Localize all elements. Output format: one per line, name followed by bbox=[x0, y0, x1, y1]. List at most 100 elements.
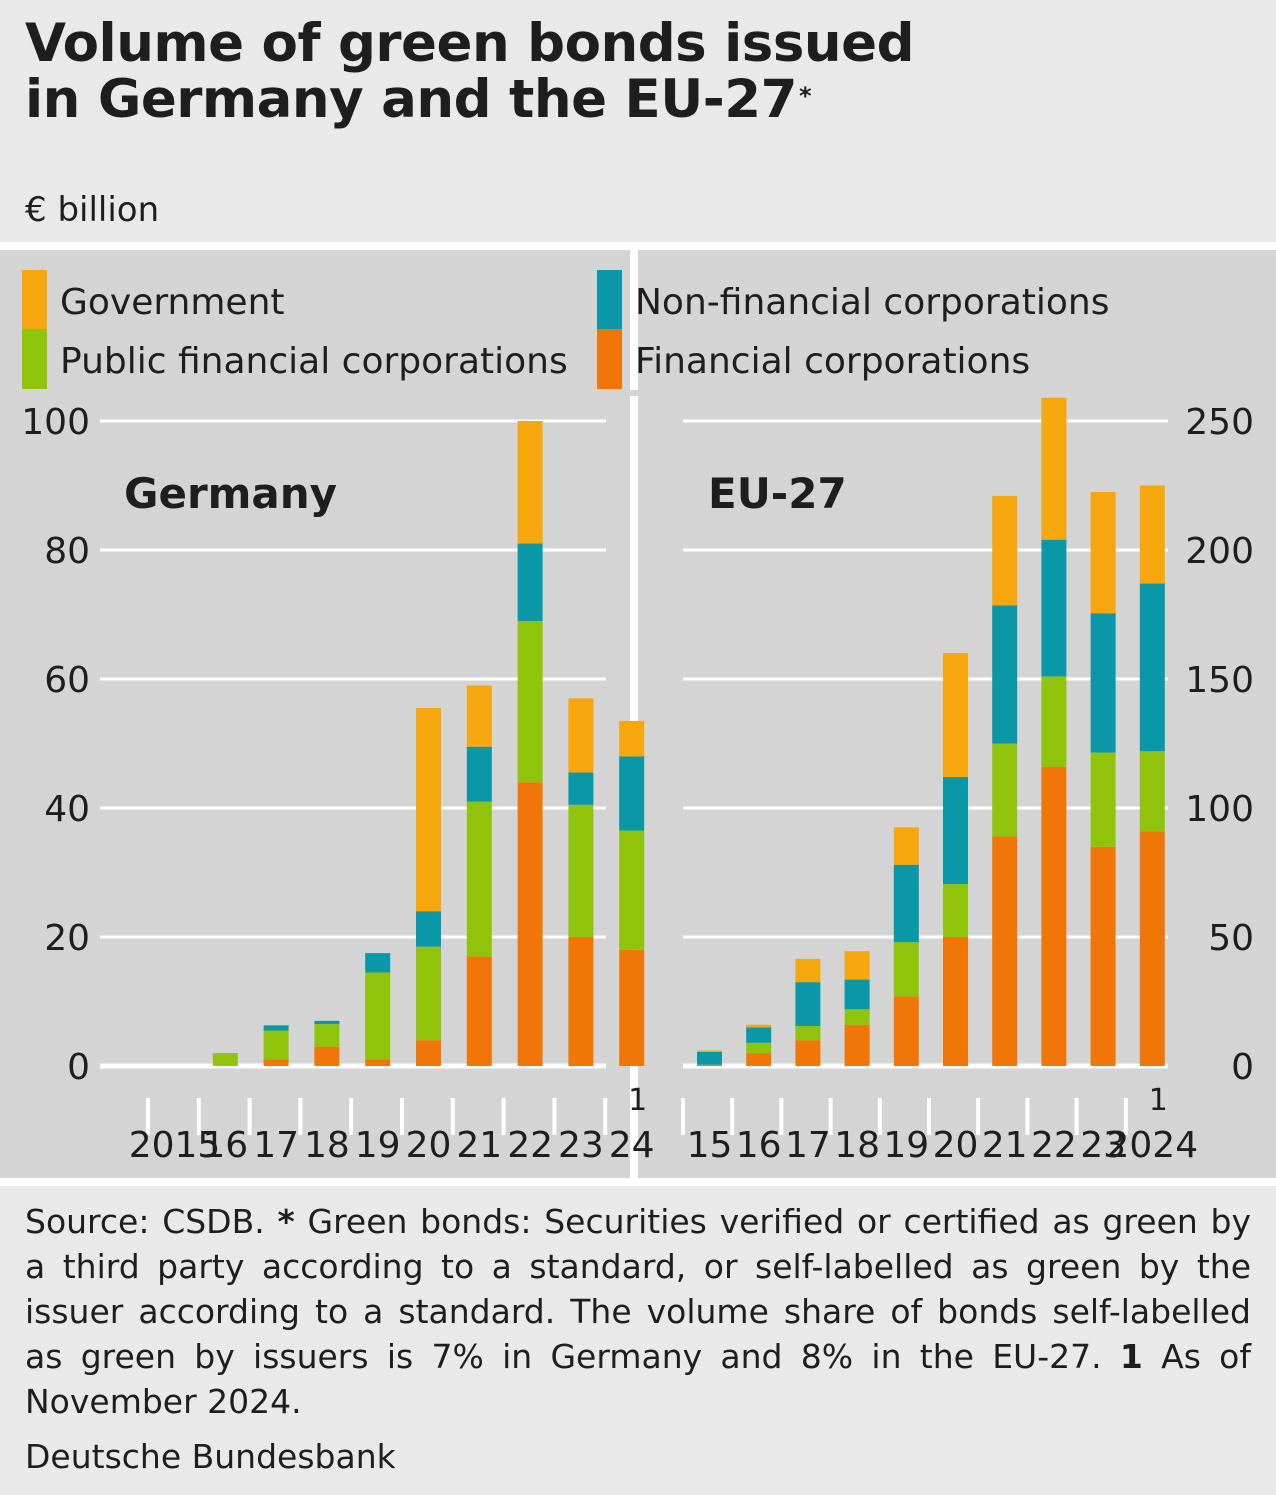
x-tick-label: 2015 bbox=[129, 1125, 221, 1166]
y-tick-label: 100 bbox=[21, 402, 90, 443]
legend-label-financial-corporations: Financial corporations bbox=[635, 341, 1030, 382]
bar-segment-government bbox=[1041, 397, 1067, 540]
x-tick-label: 2024 bbox=[1106, 1125, 1198, 1166]
footnote-one: 1 bbox=[1119, 1337, 1143, 1376]
bar-segment-non-financial-corporations bbox=[992, 605, 1018, 744]
y-tick-label: 200 bbox=[1185, 531, 1254, 572]
bar-segment-public-financial-corporations bbox=[212, 1053, 238, 1066]
x-tick-label: 19 bbox=[883, 1125, 929, 1166]
footer-divider-line bbox=[0, 1178, 1276, 1186]
y-tick-label: 60 bbox=[44, 660, 90, 701]
x-tick-label: 19 bbox=[355, 1125, 401, 1166]
x-tick-label: 20 bbox=[933, 1125, 979, 1166]
bar-segment-public-financial-corporations bbox=[1041, 676, 1067, 767]
legend-label-public-financial-corporations: Public financial corporations bbox=[60, 341, 568, 382]
bar-segment-non-financial-corporations bbox=[314, 1020, 340, 1025]
bar-segment-public-financial-corporations bbox=[568, 804, 594, 937]
bar-segment-public-financial-corporations bbox=[416, 946, 441, 1041]
bar-segment-government bbox=[893, 827, 919, 865]
x-tick-label: 16 bbox=[202, 1125, 248, 1166]
bar-segment-government bbox=[943, 653, 968, 778]
bar-segment-public-financial-corporations bbox=[844, 1009, 870, 1025]
bar-segment-non-financial-corporations bbox=[893, 864, 919, 943]
legend-swatch-government bbox=[22, 270, 47, 330]
bar-segment-government bbox=[844, 951, 870, 980]
bar-segment-public-financial-corporations bbox=[893, 942, 919, 997]
y-tick-label: 250 bbox=[1185, 402, 1254, 443]
x-tick-label: 21 bbox=[456, 1125, 502, 1166]
bar-segment-government bbox=[517, 421, 543, 544]
bar-segment-public-financial-corporations bbox=[1139, 751, 1165, 832]
x-tick-label: 16 bbox=[736, 1125, 782, 1166]
title-line-2-wrap: in Germany and the EU-27* bbox=[25, 72, 1225, 128]
bar-segment-financial-corporations bbox=[619, 949, 645, 1066]
bar-segment-public-financial-corporations bbox=[263, 1030, 289, 1060]
x-tick-label: 23 bbox=[558, 1125, 604, 1166]
bar-segment-government bbox=[746, 1024, 772, 1028]
bar-segment-non-financial-corporations bbox=[697, 1051, 722, 1065]
bar-segment-financial-corporations bbox=[517, 782, 543, 1066]
bar-segment-financial-corporations bbox=[943, 937, 968, 1066]
bar-segment-public-financial-corporations bbox=[992, 743, 1018, 837]
bar-segment-financial-corporations bbox=[844, 1024, 870, 1066]
legend-swatch-public-financial-corporations bbox=[22, 329, 47, 389]
bar-segment-public-financial-corporations bbox=[466, 801, 492, 957]
bar-segment-non-financial-corporations bbox=[1041, 539, 1067, 677]
bar-segment-government bbox=[619, 720, 645, 757]
chart-title: Volume of green bonds issued in Germany … bbox=[25, 16, 1225, 128]
bar-segment-public-financial-corporations bbox=[619, 830, 645, 950]
bar-segment-financial-corporations bbox=[263, 1059, 289, 1066]
credit: Deutsche Bundesbank bbox=[25, 1437, 396, 1476]
bar-segment-government bbox=[697, 1050, 722, 1052]
footnote-star: * bbox=[277, 1202, 295, 1241]
bar-segment-government bbox=[466, 685, 492, 747]
bar-segment-financial-corporations bbox=[466, 956, 492, 1066]
x-tick-label: 21 bbox=[982, 1125, 1028, 1166]
x-tick-label: 18 bbox=[304, 1125, 350, 1166]
bar-segment-financial-corporations bbox=[746, 1053, 772, 1066]
bar-segment-government bbox=[568, 698, 594, 773]
bar-segment-financial-corporations bbox=[1041, 766, 1067, 1066]
footnote-source: Source: CSDB. bbox=[25, 1202, 265, 1241]
x-tick-label: 15 bbox=[687, 1125, 733, 1166]
title-footnote-marker: * bbox=[799, 82, 812, 110]
bar-segment-financial-corporations bbox=[314, 1046, 340, 1066]
y-tick-label: 20 bbox=[44, 918, 90, 959]
unit-label: € billion bbox=[25, 190, 160, 230]
footnote-date: As of November 2024. bbox=[25, 1337, 1251, 1421]
bar-segment-financial-corporations bbox=[893, 996, 919, 1066]
title-line-2: in Germany and the EU-27 bbox=[25, 69, 798, 130]
footnote-marker-label: 1 bbox=[1149, 1083, 1168, 1118]
x-tick-label: 20 bbox=[406, 1125, 452, 1166]
x-tick-label: 22 bbox=[507, 1125, 553, 1166]
legend-label-non-financial-corporations: Non-financial corporations bbox=[635, 282, 1110, 323]
bar-segment-non-financial-corporations bbox=[619, 756, 645, 831]
bar-segment-non-financial-corporations bbox=[568, 772, 594, 805]
bar-segment-non-financial-corporations bbox=[1139, 583, 1165, 752]
bar-segment-financial-corporations bbox=[992, 836, 1018, 1066]
footnote: Source: CSDB. * Green bonds: Securities … bbox=[25, 1199, 1251, 1424]
bar-segment-public-financial-corporations bbox=[517, 620, 543, 783]
footnote-definition: Green bonds: Securities verified or cert… bbox=[25, 1202, 1252, 1376]
x-tick-label: 17 bbox=[253, 1125, 299, 1166]
y-tick-label: 50 bbox=[1208, 918, 1254, 959]
bar-segment-non-financial-corporations bbox=[746, 1027, 772, 1043]
panel-eu-27: 0 50 100 150 200 250 EU-27 15 16 17 18 19 20 21 22 2320… bbox=[681, 397, 1254, 1166]
bar-segment-public-financial-corporations bbox=[746, 1042, 772, 1054]
bar-segment-non-financial-corporations bbox=[365, 953, 391, 973]
header-divider-line bbox=[0, 242, 1276, 250]
footnote-marker-label: 1 bbox=[628, 1083, 647, 1118]
bar-segment-financial-corporations bbox=[1139, 831, 1165, 1066]
x-tick-label: 24 bbox=[609, 1125, 655, 1166]
legend-swatch-financial-corporations bbox=[597, 329, 622, 389]
bar-segment-non-financial-corporations bbox=[795, 982, 821, 1027]
bar-segment-public-financial-corporations bbox=[795, 1026, 821, 1041]
bar-segment-non-financial-corporations bbox=[1090, 613, 1116, 753]
bar-segment-government bbox=[1139, 485, 1165, 584]
panel-title: Germany bbox=[124, 469, 337, 518]
legend-label-government: Government bbox=[60, 282, 285, 323]
bar-segment-public-financial-corporations bbox=[943, 884, 968, 937]
